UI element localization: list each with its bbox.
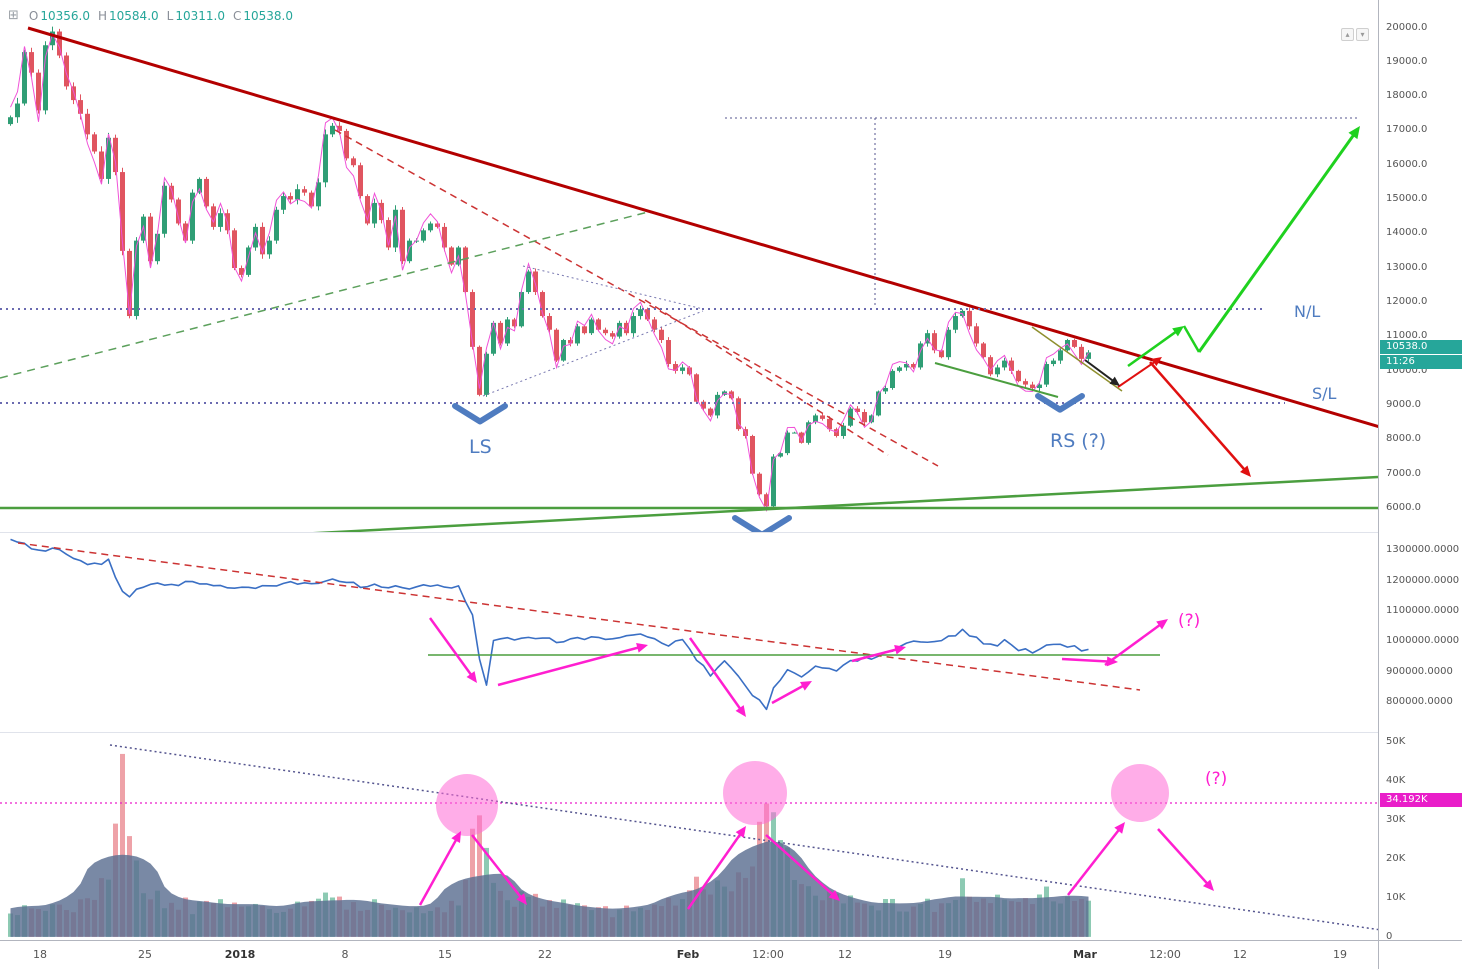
price-axis-label: 1100000.0000 bbox=[1386, 605, 1460, 616]
price-axis-label: 0 bbox=[1386, 931, 1393, 942]
time-axis-label: 15 bbox=[438, 948, 452, 961]
svg-text:LS: LS bbox=[469, 436, 492, 458]
svg-text:S/L: S/L bbox=[1312, 384, 1337, 403]
annotations: (?) bbox=[17, 542, 1200, 717]
price-axis-label: 1200000.0000 bbox=[1386, 575, 1460, 586]
time-axis-label: 2018 bbox=[224, 948, 256, 961]
price-axis-label: 30K bbox=[1386, 814, 1406, 825]
high-label: H bbox=[97, 8, 108, 23]
price-axis-label: 14000.0 bbox=[1386, 227, 1428, 238]
low-label: L bbox=[166, 8, 174, 23]
axis-corner bbox=[1378, 940, 1462, 969]
price-axis-label: 12000.0 bbox=[1386, 296, 1428, 307]
bar-countdown-badge: 11:26 bbox=[1380, 355, 1462, 369]
time-axis-label: 18 bbox=[33, 948, 47, 961]
open-value: 10356.0 bbox=[40, 8, 90, 23]
price-axis-label: 10000.0 bbox=[1386, 365, 1428, 376]
time-axis-label: 12:00 bbox=[752, 948, 784, 961]
candlestick-series bbox=[8, 26, 1091, 509]
price-axis-label: 8000.0 bbox=[1386, 433, 1421, 444]
price-axis-label: 18000.0 bbox=[1386, 90, 1428, 101]
price-axis-label: 19000.0 bbox=[1386, 56, 1428, 67]
time-axis-label: 25 bbox=[138, 948, 152, 961]
annotations: LS RS (?) N/L S/L bbox=[0, 26, 1378, 532]
volume-ma-area bbox=[10, 841, 1089, 937]
price-axis[interactable]: 0 10K 20K 30K 40K 50K 800000.0000 900000.0000 10… bbox=[1378, 0, 1462, 942]
price-axis-label: 20K bbox=[1386, 853, 1406, 864]
price-axis-label: 800000.0000 bbox=[1386, 696, 1453, 707]
price-axis-label: 9000.0 bbox=[1386, 399, 1421, 410]
time-axis-label: 19 bbox=[938, 948, 952, 961]
price-axis-label: 900000.0000 bbox=[1386, 666, 1453, 677]
price-axis-label: 1300000.0000 bbox=[1386, 544, 1460, 555]
price-axis-label: 13000.0 bbox=[1386, 262, 1428, 273]
pane-move-up-button[interactable]: ▴ bbox=[1341, 28, 1354, 41]
time-axis-label: Feb bbox=[676, 948, 700, 961]
time-axis-label: 12 bbox=[838, 948, 852, 961]
price-overlay-line bbox=[10, 32, 1089, 512]
time-axis[interactable]: 18 25 2018 8 15 22 Feb 12:00 12 19 Mar 12:00 12 19 bbox=[0, 940, 1378, 969]
price-axis-label: 40K bbox=[1386, 775, 1406, 786]
price-axis-label: 7000.0 bbox=[1386, 468, 1421, 479]
time-axis-label: Mar bbox=[1073, 948, 1097, 961]
price-axis-label: 17000.0 bbox=[1386, 124, 1428, 135]
time-axis-label: 12:00 bbox=[1149, 948, 1181, 961]
close-value: 10538.0 bbox=[243, 8, 293, 23]
time-axis-label: 8 bbox=[341, 948, 349, 961]
svg-text:N/L: N/L bbox=[1294, 302, 1320, 321]
price-axis-label: 16000.0 bbox=[1386, 159, 1428, 170]
volume-panel[interactable]: (?) bbox=[0, 733, 1378, 940]
price-axis-label: 1000000.0000 bbox=[1386, 635, 1460, 646]
low-value: 10311.0 bbox=[175, 8, 225, 23]
symbol-grid-icon: ⊞ bbox=[8, 8, 19, 23]
price-axis-label: 11000.0 bbox=[1386, 330, 1428, 341]
volume-canvas[interactable]: (?) bbox=[0, 733, 1378, 940]
obv-indicator-panel[interactable]: (?) bbox=[0, 533, 1378, 733]
price-axis-label: 10K bbox=[1386, 892, 1406, 903]
time-axis-label: 19 bbox=[1333, 948, 1347, 961]
svg-text:(?): (?) bbox=[1205, 769, 1227, 789]
price-axis-label: 6000.0 bbox=[1386, 502, 1421, 513]
price-axis-label: 20000.0 bbox=[1386, 22, 1428, 33]
price-canvas[interactable]: LS RS (?) N/L S/L bbox=[0, 0, 1378, 533]
price-axis-label: 15000.0 bbox=[1386, 193, 1428, 204]
price-axis-label: 50K bbox=[1386, 736, 1406, 747]
current-price-badge: 10538.0 bbox=[1380, 340, 1462, 354]
time-axis-label: 22 bbox=[538, 948, 552, 961]
volume-value-badge: 34.192K bbox=[1380, 793, 1462, 807]
pane-move-down-button[interactable]: ▾ bbox=[1356, 28, 1369, 41]
obv-line bbox=[10, 538, 1089, 711]
svg-text:RS (?): RS (?) bbox=[1050, 430, 1106, 452]
svg-text:(?): (?) bbox=[1178, 611, 1200, 631]
open-label: O bbox=[28, 8, 39, 23]
time-axis-label: 12 bbox=[1233, 948, 1247, 961]
price-panel[interactable]: LS RS (?) N/L S/L ⊞ O 10356.0 H 10584.0 L 1… bbox=[0, 0, 1378, 533]
close-label: C bbox=[232, 8, 242, 23]
annotations: (?) bbox=[0, 744, 1378, 931]
high-value: 10584.0 bbox=[109, 8, 159, 23]
ohlc-legend: ⊞ O 10356.0 H 10584.0 L 10311.0 C 10538.… bbox=[8, 8, 293, 23]
obv-canvas[interactable]: (?) bbox=[0, 533, 1378, 733]
